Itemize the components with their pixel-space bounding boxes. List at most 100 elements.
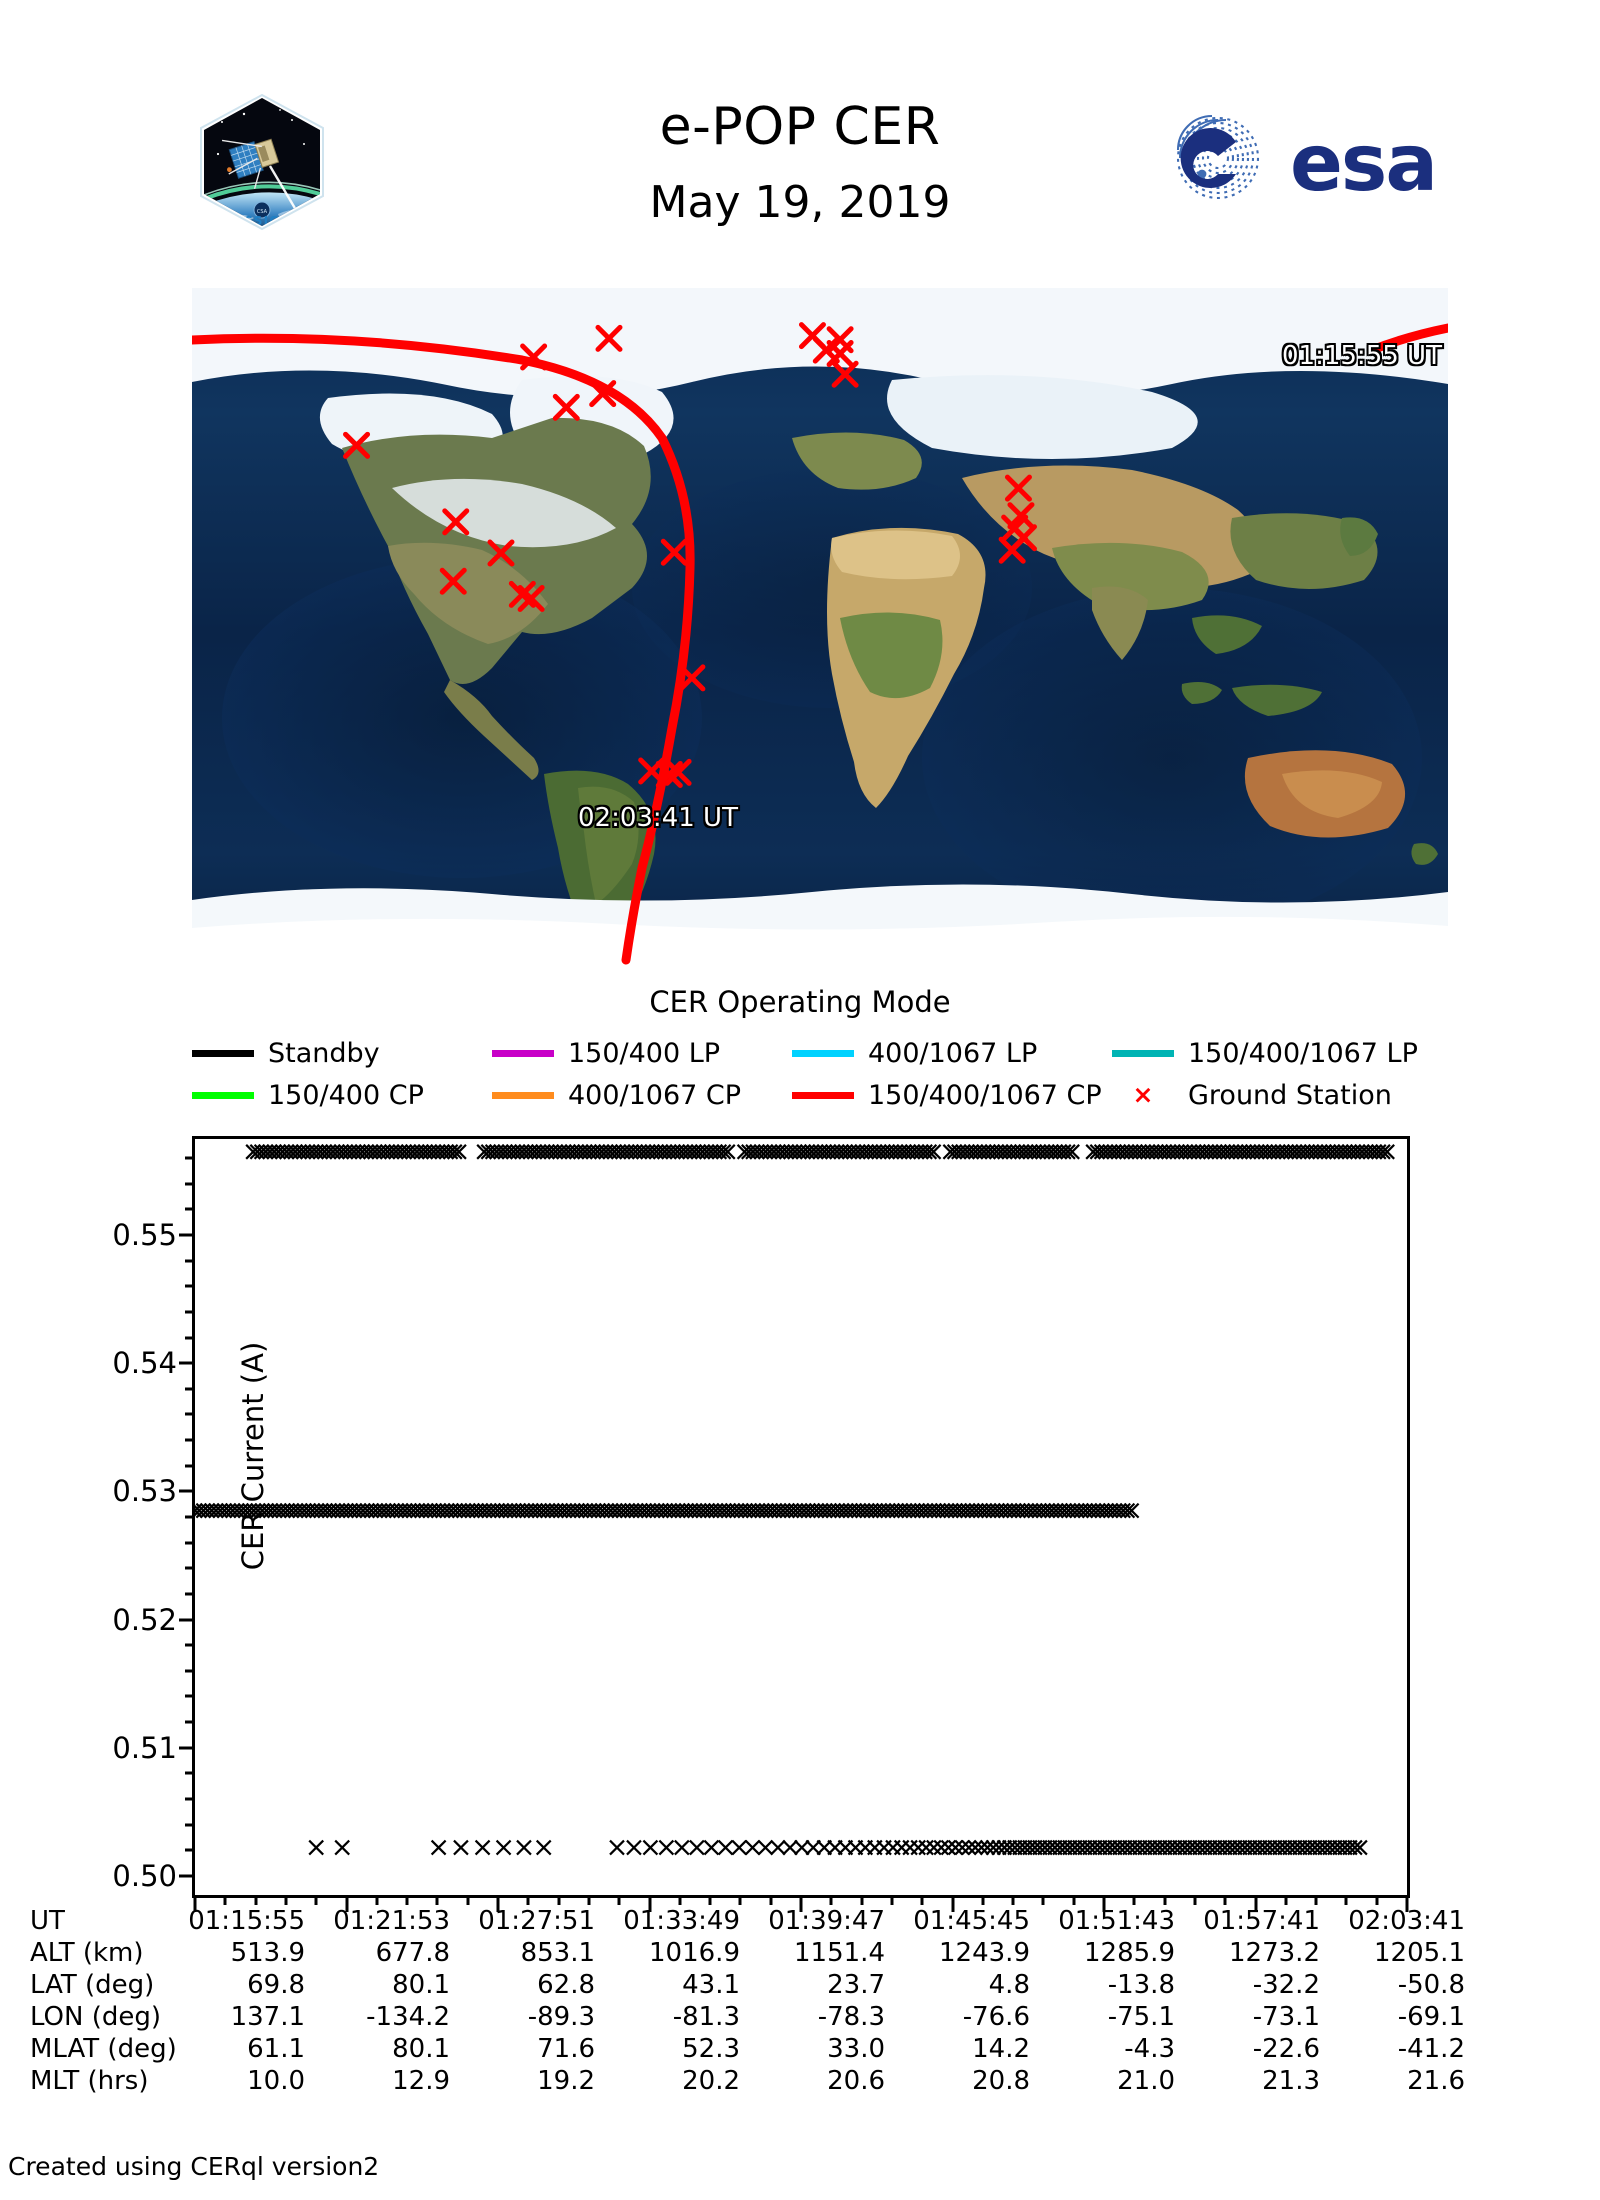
y-tick-minor — [185, 1797, 195, 1801]
y-tick-minor — [185, 1156, 195, 1160]
table-cell: 20.6 — [827, 2066, 885, 2096]
table-cell: 02:03:41 — [1348, 1906, 1465, 1936]
x-tick-minor — [890, 1895, 894, 1905]
scatter-band — [308, 1839, 1368, 1856]
table-cell: 20.8 — [972, 2066, 1030, 2096]
y-tick-minor — [185, 1515, 195, 1519]
table-cell: -69.1 — [1397, 2002, 1465, 2032]
y-tick-minor — [185, 1592, 195, 1596]
x-tick-major — [799, 1895, 803, 1912]
x-tick-minor — [1072, 1895, 1076, 1905]
table-cell: 43.1 — [682, 1970, 740, 2000]
esa-agency-logo: esa — [1172, 112, 1462, 209]
y-tick-minor — [185, 1464, 195, 1468]
table-cell: 1016.9 — [649, 1938, 740, 1968]
table-row-label: ALT (km) — [30, 1938, 144, 1968]
table-row: UT 01:15:55 01:21:53 01:27:51 01:33:49 01:39:… — [30, 1906, 1480, 1938]
table-cell: 01:45:45 — [913, 1906, 1030, 1936]
x-tick-minor — [405, 1895, 409, 1905]
y-tick-minor — [185, 1259, 195, 1263]
table-cell: 1273.2 — [1229, 1938, 1320, 1968]
legend-item: Standby — [192, 1034, 380, 1072]
x-tick-minor — [981, 1895, 985, 1905]
x-tick-minor — [375, 1895, 379, 1905]
table-cell: 4.8 — [988, 1970, 1030, 2000]
x-tick-minor — [466, 1895, 470, 1905]
legend-row-0: Standby 150/400 LP 400/1067 LP 150/400/1067… — [192, 1034, 1448, 1072]
y-tick-label: 0.50 — [112, 1858, 177, 1893]
table-cell: 62.8 — [537, 1970, 595, 2000]
y-tick-minor — [185, 1771, 195, 1775]
table-cell: -32.2 — [1252, 1970, 1320, 2000]
legend-row-1: 150/400 CP 400/1067 CP 150/400/1067 CP × Gro… — [192, 1076, 1448, 1114]
scatter-markers — [195, 1144, 1395, 1856]
legend-item: 150/400 LP — [492, 1034, 720, 1072]
page-title: e-POP CER — [659, 97, 941, 157]
legend-label: 150/400 LP — [568, 1037, 721, 1069]
legend: Standby 150/400 LP 400/1067 LP 150/400/1067… — [192, 1034, 1448, 1114]
svg-text:CASSIOPE: CASSIOPE — [224, 214, 300, 228]
legend-label: 150/400/1067 LP — [1188, 1037, 1418, 1069]
x-tick-minor — [314, 1895, 318, 1905]
x-tick-minor — [254, 1895, 258, 1905]
table-cell: -73.1 — [1252, 2002, 1320, 2032]
y-tick-minor — [185, 1438, 195, 1442]
y-tick-minor — [185, 1284, 195, 1288]
table-row: MLAT (deg) 61.1 80.1 71.6 52.3 33.0 14.2 -4.3 -2… — [30, 2034, 1480, 2066]
table-row-label: MLT (hrs) — [30, 2066, 149, 2096]
table-row-label: LON (deg) — [30, 2002, 162, 2032]
legend-item: 150/400 CP — [192, 1076, 424, 1114]
y-tick-minor — [185, 1182, 195, 1186]
legend-label: 400/1067 LP — [868, 1037, 1038, 1069]
x-tick-minor — [1314, 1895, 1318, 1905]
x-tick-major — [1254, 1895, 1257, 1912]
table-row-label: MLAT (deg) — [30, 2034, 177, 2064]
x-tick-minor — [617, 1895, 621, 1905]
table-cell: 1243.9 — [939, 1938, 1030, 1968]
legend-label: Ground Station — [1188, 1079, 1392, 1111]
x-tick-minor — [1163, 1895, 1167, 1905]
y-tick-major — [179, 1233, 195, 1237]
table-cell: 52.3 — [682, 2034, 740, 2064]
table-cell: 513.9 — [230, 1938, 305, 1968]
legend-label: Standby — [268, 1037, 380, 1069]
table-cell: 19.2 — [537, 2066, 595, 2096]
table-row: MLT (hrs) 10.0 12.9 19.2 20.2 20.6 20.8 21.0 21.… — [30, 2066, 1480, 2098]
table-cell: 80.1 — [392, 2034, 450, 2064]
x-tick-minor — [920, 1895, 924, 1905]
legend-item: 150/400/1067 CP — [792, 1076, 1102, 1114]
table-cell: 21.6 — [1407, 2066, 1465, 2096]
table-cell: 01:21:53 — [333, 1906, 450, 1936]
x-tick-minor — [435, 1895, 439, 1905]
scatter-band — [245, 1144, 1395, 1160]
legend-title: CER Operating Mode — [649, 985, 951, 1019]
y-tick-major — [179, 1618, 195, 1621]
y-tick-minor — [185, 1823, 195, 1827]
legend-color-swatch — [192, 1091, 254, 1099]
map-start-time-label: 01:15:55 UT — [1282, 341, 1442, 371]
y-tick-minor — [185, 1412, 195, 1416]
page-header: CSA CASSIOPE e-POP CER May 19, 2019 — [0, 0, 1600, 270]
table-cell: -22.6 — [1252, 2034, 1320, 2064]
plot-data-layer — [195, 1139, 1407, 1895]
table-cell: -76.6 — [962, 2002, 1030, 2032]
x-tick-major — [193, 1895, 197, 1912]
svg-text:esa: esa — [1290, 119, 1436, 204]
footer-credit: Created using CERql version2 — [8, 2152, 380, 2181]
y-tick-label: 0.52 — [112, 1602, 177, 1637]
y-tick-minor — [185, 1387, 195, 1391]
legend-ground-station-icon: × — [1132, 1080, 1154, 1109]
x-tick-minor — [1041, 1895, 1045, 1905]
ephemeris-table: UT 01:15:55 01:21:53 01:27:51 01:33:49 01:39:… — [30, 1906, 1480, 2098]
x-tick-minor — [284, 1895, 288, 1905]
x-tick-major — [648, 1895, 651, 1912]
legend-color-swatch — [192, 1049, 254, 1057]
table-cell: 21.0 — [1117, 2066, 1175, 2096]
x-tick-major — [951, 1895, 954, 1912]
legend-label: 400/1067 CP — [568, 1079, 742, 1111]
table-cell: 69.8 — [247, 1970, 305, 2000]
x-tick-minor — [1132, 1895, 1136, 1905]
x-tick-minor — [1223, 1895, 1227, 1905]
x-tick-minor — [1375, 1895, 1379, 1905]
table-cell: -75.1 — [1107, 2002, 1175, 2032]
